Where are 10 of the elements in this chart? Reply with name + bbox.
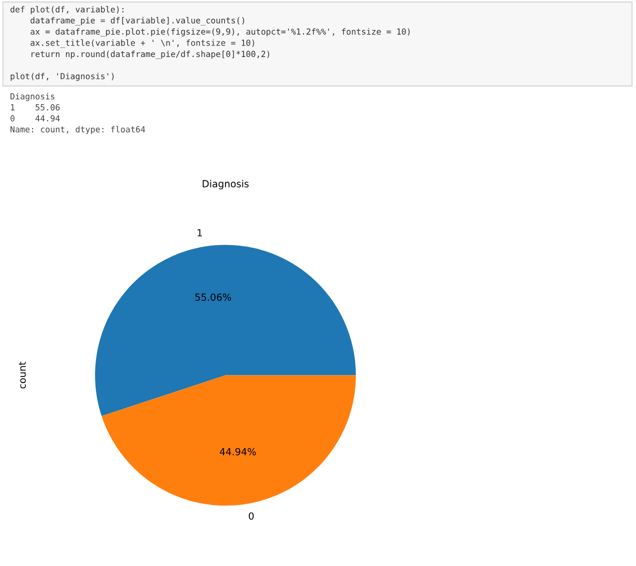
text: count bbox=[18, 362, 26, 388]
text: Diagnosis 1 55.06 0 44.94 Name: count, dtype: float64 bbox=[10, 93, 146, 134]
pie-slice bbox=[102, 375, 356, 506]
chart-title: Diagnosis bbox=[202, 180, 249, 190]
text: def plot(df, variable): dataframe_pie = df[variable].value_counts() ax = dataframe_pie.plot.pie(figsize=(9,9), autopct='%1.2f%%', fontsize = 10) ax.set_title(variable + ' \n', fontsize = 10) return np.round(dataframe_pie/df.shape[0]*100,2) plot(df, 'Diagnosis') bbox=[10, 6, 410, 81]
data-label: 44.94% bbox=[220, 448, 256, 456]
slice-label: 1 bbox=[198, 229, 202, 236]
slice-label: 0 bbox=[248, 512, 254, 520]
data-label: 55.06% bbox=[195, 293, 232, 301]
pie-slice bbox=[95, 244, 356, 416]
